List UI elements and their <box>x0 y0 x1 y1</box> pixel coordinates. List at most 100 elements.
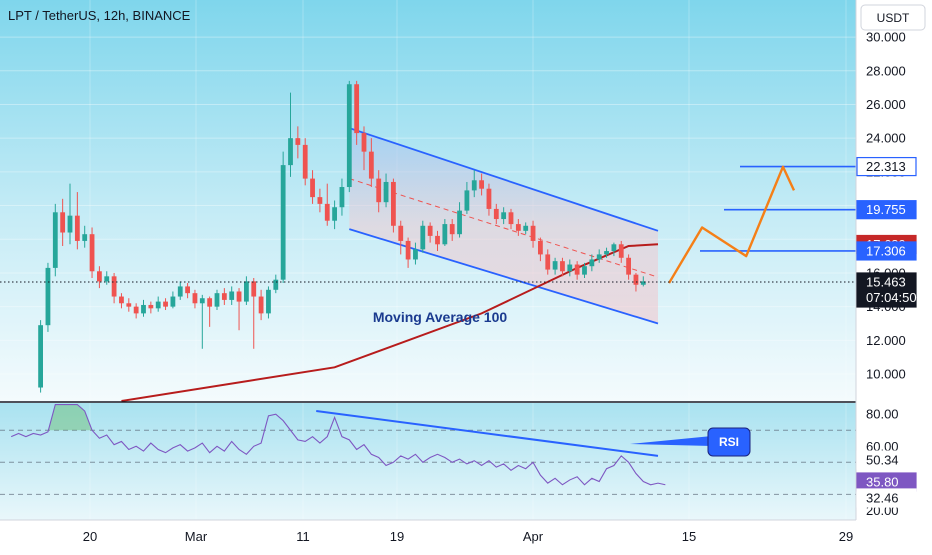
currency-button[interactable]: USDT <box>860 4 926 31</box>
annotation-layer: Moving Average 100 <box>0 281 856 325</box>
candle <box>589 254 595 272</box>
price-label-text: 15.463 <box>866 274 906 289</box>
time-tick-label: 29 <box>839 529 853 544</box>
candle-body <box>45 267 51 326</box>
candle-body <box>552 261 558 270</box>
candle-body <box>442 224 448 245</box>
time-tick-label: 15 <box>682 529 696 544</box>
candle-body <box>457 210 462 235</box>
candle <box>339 178 345 216</box>
moving-average-100-line <box>121 243 659 402</box>
candle-body <box>310 178 315 198</box>
candle-body <box>89 234 95 272</box>
candle <box>574 261 580 280</box>
rsi-layer: RSI <box>0 404 856 495</box>
candle <box>45 262 51 332</box>
channel-fill <box>349 128 658 324</box>
time-axis[interactable]: 20 Mar 11 19 Apr 15 29 <box>83 529 853 544</box>
candle <box>420 220 426 253</box>
price-label: 17.306 <box>856 241 917 261</box>
candle <box>89 227 95 279</box>
rsi-tick-label: 80.00 <box>866 407 899 422</box>
candle-body <box>545 254 551 270</box>
candle <box>538 237 543 262</box>
candle-body <box>170 296 176 307</box>
candle-body <box>126 303 132 307</box>
candle-body <box>266 289 271 314</box>
candle <box>457 202 462 238</box>
candle <box>361 126 367 171</box>
price-tick-label: 10.000 <box>866 367 906 382</box>
candle <box>148 301 154 314</box>
candle <box>427 222 433 243</box>
candle-body <box>633 274 639 285</box>
rsi-callout-box <box>707 427 751 457</box>
price-label-box <box>856 156 917 177</box>
candle-body <box>435 235 440 245</box>
candle-body <box>141 304 146 314</box>
candle <box>633 272 639 292</box>
candle <box>236 288 242 331</box>
candle-body <box>280 165 286 280</box>
candle-body <box>501 212 507 220</box>
price-tick-label: 30.000 <box>866 30 906 45</box>
candle <box>530 220 536 248</box>
rsi-trendline <box>316 410 659 457</box>
candle-body <box>391 181 396 226</box>
candle <box>126 298 132 312</box>
price-label: 22.313 <box>856 156 917 177</box>
time-tick-label: 20 <box>83 529 97 544</box>
candle-body <box>148 304 154 309</box>
channel-upper-line <box>349 127 659 232</box>
candle <box>280 151 286 284</box>
candle-body <box>177 286 183 297</box>
candle <box>479 173 484 196</box>
candle-body <box>383 181 389 203</box>
candle-body <box>560 261 565 272</box>
candle <box>567 259 573 277</box>
candle <box>229 286 235 305</box>
rsi-callout-pointer <box>630 436 712 446</box>
rsi-price-label: 35.80 <box>856 472 917 492</box>
candle-body <box>221 293 227 300</box>
candle <box>596 249 602 263</box>
candle-body <box>199 298 205 304</box>
candle <box>74 192 80 250</box>
candle <box>111 272 117 304</box>
candle-body <box>523 225 529 231</box>
candle-body <box>111 276 117 297</box>
candle <box>185 283 190 299</box>
candle-body <box>67 215 73 233</box>
candle-body <box>104 276 110 282</box>
candle <box>97 266 102 289</box>
candle-body <box>302 144 308 179</box>
candle <box>413 242 418 265</box>
candle <box>486 183 492 216</box>
candle <box>449 219 455 241</box>
candle <box>163 298 168 311</box>
candle <box>493 203 499 225</box>
candle <box>155 296 161 312</box>
candle <box>435 230 440 252</box>
candle <box>471 170 477 198</box>
candle-body <box>295 138 301 145</box>
candle <box>508 208 514 230</box>
candle-body <box>368 151 374 179</box>
symbol-title[interactable]: LPT / TetherUS, 12h, BINANCE <box>8 8 191 23</box>
time-tick-label: 11 <box>296 529 310 544</box>
candle <box>141 299 146 317</box>
price-tick-label: 12.000 <box>866 333 906 348</box>
candle-body <box>530 225 536 241</box>
candle <box>626 254 631 280</box>
candle <box>207 296 213 327</box>
candle <box>582 262 587 279</box>
candle-body <box>60 212 66 233</box>
moving-average-annotation: Moving Average 100 <box>373 309 508 325</box>
candle-body <box>618 244 624 258</box>
candle-body <box>449 224 455 235</box>
price-label-text: 19.755 <box>866 202 906 217</box>
price-tick-label: 26.000 <box>866 97 906 112</box>
candle-body <box>493 208 499 220</box>
candle-body <box>82 234 88 241</box>
